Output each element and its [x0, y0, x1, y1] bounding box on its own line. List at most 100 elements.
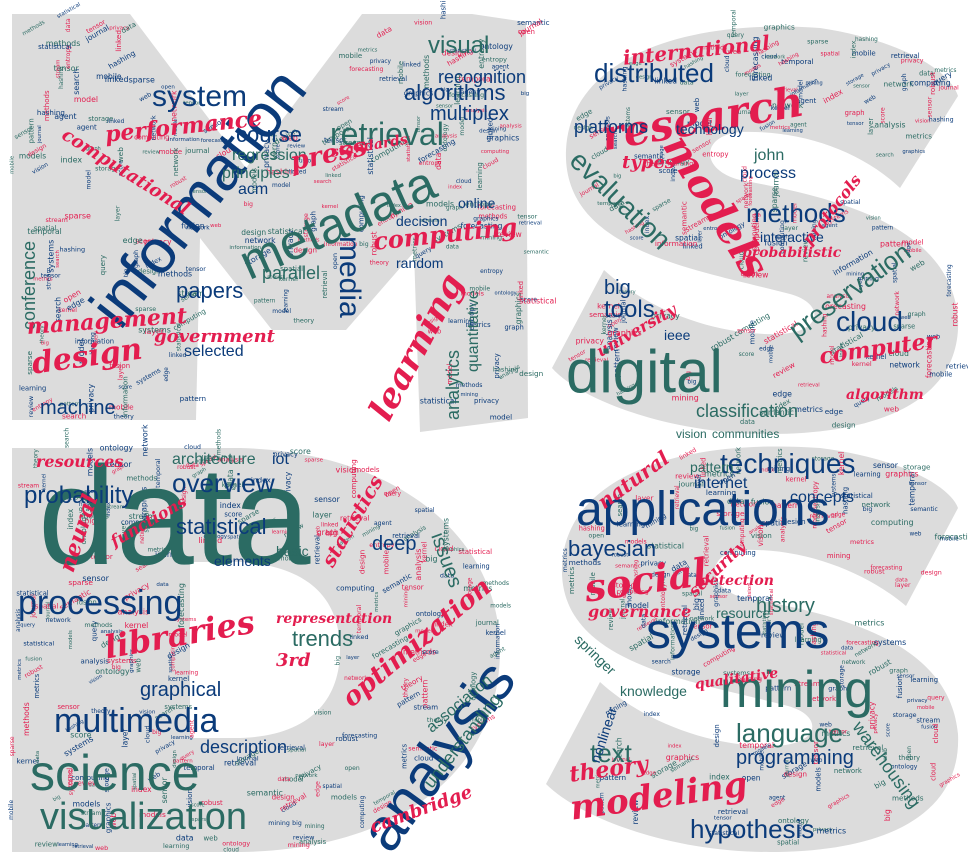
filler-word: hashing — [493, 366, 519, 374]
filler-word: stream — [339, 139, 364, 147]
cloud-word: algorithms — [404, 80, 506, 105]
filler-word: design — [442, 49, 467, 58]
filler-word: learning — [453, 73, 462, 104]
filler-word: systems — [831, 474, 837, 498]
filler-word: theory — [34, 449, 40, 468]
filler-word: graphics — [607, 328, 641, 337]
filler-word: tensor — [416, 115, 422, 132]
filler-word: privacy — [868, 701, 877, 729]
filler-word: entropy — [65, 45, 72, 69]
filler-word: learning — [910, 676, 938, 684]
filler-word: search — [606, 313, 625, 319]
cloud-word: regression — [232, 147, 307, 164]
filler-word: graph — [901, 73, 908, 91]
filler-word: linked — [289, 170, 307, 176]
filler-word: edge — [825, 407, 844, 416]
filler-word: agent — [769, 796, 786, 802]
filler-word: search — [615, 737, 624, 762]
filler-word: data — [156, 582, 168, 588]
filler-word: score — [880, 107, 887, 124]
filler-word: pattern — [172, 758, 193, 764]
filler-word: cloud — [456, 179, 472, 185]
filler-word: kernel — [866, 353, 887, 361]
filler-word: data — [35, 751, 41, 763]
filler-word: linked — [349, 633, 368, 641]
filler-word: review — [607, 608, 615, 630]
filler-word: score — [275, 144, 281, 158]
filler-word: mobile — [470, 718, 487, 724]
filler-word: methods — [422, 55, 431, 89]
filler-word: graph — [133, 250, 140, 268]
filler-word: retrieval — [809, 512, 836, 520]
cloud-word: overview — [172, 468, 275, 498]
filler-word: metrics — [561, 548, 569, 573]
filler-word: fusion — [25, 657, 42, 663]
filler-word: mining — [268, 820, 290, 827]
filler-word: semantic — [247, 789, 283, 798]
filler-word: mobile — [109, 403, 134, 412]
filler-word: web — [95, 844, 108, 852]
filler-word: layer — [120, 523, 127, 539]
filler-word: statistical — [840, 492, 872, 500]
filler-word: search — [613, 130, 619, 149]
filler-word: mobile — [9, 156, 15, 174]
filler-word: forecasting — [947, 264, 953, 297]
filler-word: agent — [790, 123, 807, 129]
filler-word: entropy — [811, 481, 819, 507]
filler-word: metrics — [17, 659, 23, 680]
filler-word: models — [815, 767, 823, 792]
filler-word: forecasting — [748, 176, 754, 206]
filler-word: big — [335, 656, 342, 666]
cloud-word: types — [622, 152, 675, 173]
filler-word: metrics — [567, 567, 576, 594]
filler-word: linked — [402, 62, 421, 69]
filler-word: privacy — [109, 25, 130, 31]
filler-word: layer — [782, 225, 798, 232]
filler-word: network — [731, 500, 761, 509]
letter-s-top-shape — [552, 26, 959, 434]
filler-word: ontology — [891, 764, 918, 771]
filler-word: statistical — [449, 49, 476, 55]
filler-word: mobile — [917, 705, 935, 711]
filler-word: forecasting — [870, 566, 902, 572]
filler-word: layer — [867, 118, 875, 135]
filler-word: stream — [129, 512, 155, 521]
cloud-word: principles — [222, 165, 290, 182]
filler-word: linked — [698, 599, 706, 620]
filler-word: open — [741, 269, 759, 278]
filler-word: storage — [659, 145, 665, 165]
filler-word: learning — [19, 385, 46, 393]
filler-word: sensor — [873, 461, 899, 470]
filler-word: methods — [569, 558, 602, 567]
filler-word: index — [448, 185, 462, 191]
filler-word: fusion — [895, 676, 904, 698]
filler-word: semantic — [524, 250, 549, 256]
filler-word: model — [687, 119, 712, 128]
filler-word: metrics — [776, 448, 784, 474]
filler-word: models — [490, 604, 511, 610]
filler-word: retrieval — [585, 357, 608, 363]
filler-word: cloud — [737, 251, 745, 269]
filler-word: privacy — [286, 229, 295, 258]
filler-word: score — [290, 447, 311, 456]
filler-word: big — [244, 201, 253, 208]
filler-word: systems — [723, 669, 750, 677]
filler-word: mobile — [768, 345, 774, 363]
filler-word: systems — [441, 518, 450, 550]
filler-word: index — [251, 475, 272, 484]
filler-word: computing — [134, 133, 169, 141]
filler-word: learning — [795, 636, 822, 644]
filler-word: stream — [44, 267, 52, 289]
filler-word: methods — [43, 90, 51, 121]
filler-word: hashing — [621, 66, 629, 91]
filler-word: index — [668, 743, 682, 749]
filler-word: web — [810, 758, 822, 764]
filler-word: ontology — [222, 839, 250, 847]
filler-word: computing — [752, 213, 761, 256]
filler-word: temporal — [907, 472, 916, 506]
filler-word: systems — [874, 638, 906, 647]
filler-word: models — [68, 630, 74, 649]
filler-word: index — [760, 467, 776, 473]
filler-word: temporal — [27, 227, 61, 236]
filler-word: robust — [177, 465, 196, 471]
